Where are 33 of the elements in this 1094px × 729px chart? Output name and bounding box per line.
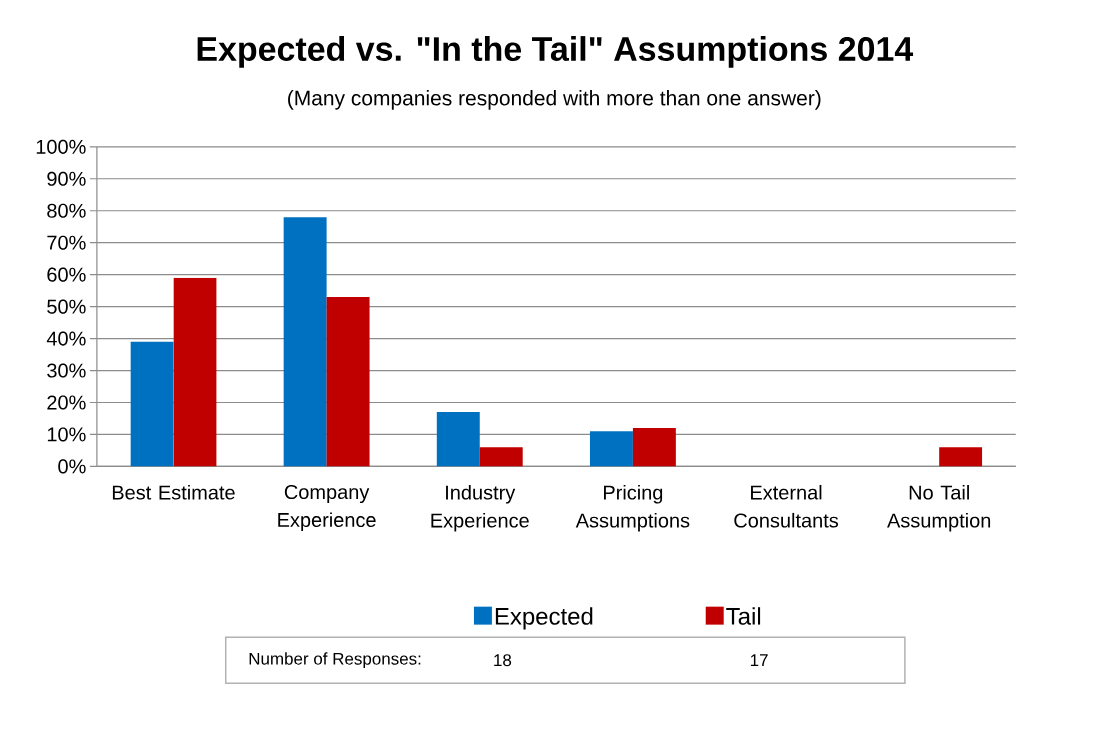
text: 18 [494, 654, 512, 667]
bar [326, 296, 370, 467]
y-tick-label: 80% [47, 203, 86, 218]
y-tick-label: 0% [58, 459, 86, 474]
bar [632, 428, 676, 467]
y-tick-label: 70% [47, 235, 86, 250]
y-tick-label: 30% [47, 363, 86, 378]
bar [436, 412, 480, 467]
text: 17 [750, 654, 768, 666]
y-tick-label: 10% [47, 427, 86, 442]
chart-subtitle: (Many companies responded with more than one answer) [288, 90, 821, 110]
bar [130, 341, 174, 467]
bar [589, 431, 633, 467]
y-tick-label: 60% [47, 267, 86, 282]
chart-title: Expected vs. "In the Tail" Assumptions 2014 [197, 36, 914, 68]
bar [939, 447, 983, 467]
x-tick-label: No Tail Assumption [887, 484, 991, 532]
x-tick-label: External Consultants [734, 484, 839, 528]
text: Number of Responses: [249, 652, 421, 669]
legend-label: Tail [726, 607, 761, 625]
x-tick-label: Company Experience [278, 484, 376, 531]
y-tick-label: 90% [47, 171, 86, 186]
y-tick-label: 50% [47, 299, 86, 314]
x-tick-label: Best Estimate [112, 484, 235, 500]
y-tick-label: 100% [36, 139, 86, 154]
y-tick-label: 20% [47, 395, 86, 410]
x-tick-label: Pricing Assumptions [575, 484, 690, 532]
legend-label: Expected [495, 607, 593, 630]
y-tick-label: 40% [46, 331, 86, 346]
x-tick-label: Industry Experience [431, 484, 529, 532]
bar [173, 277, 217, 467]
bar [283, 217, 327, 467]
bar [479, 447, 523, 467]
